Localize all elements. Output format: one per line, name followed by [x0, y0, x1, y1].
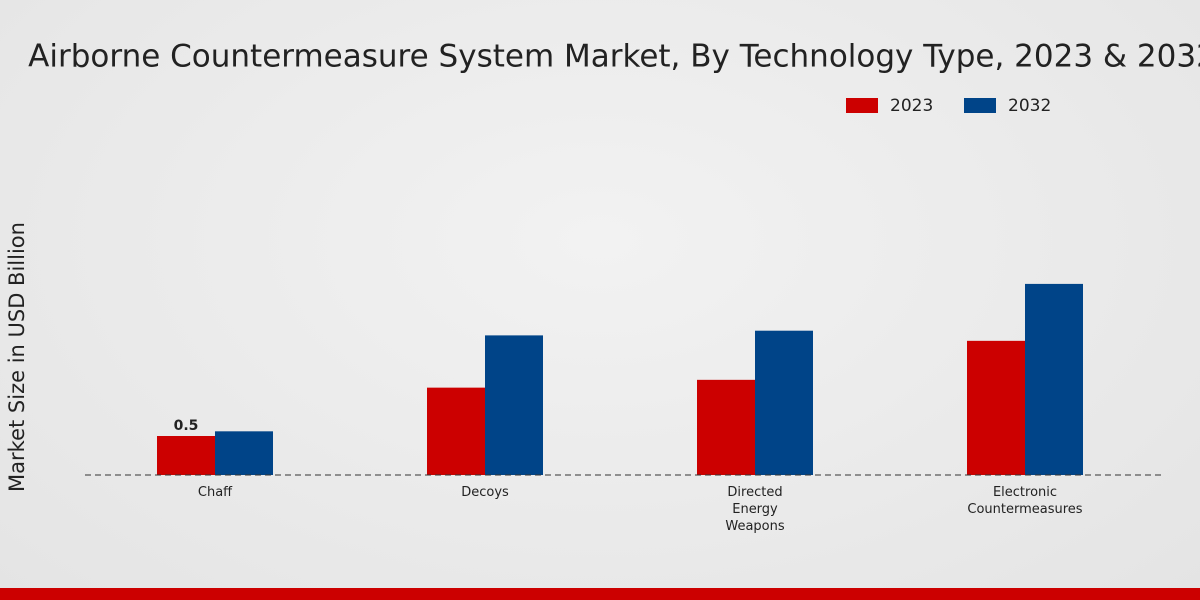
bar	[967, 340, 1025, 475]
x-tick-label: Decoys	[461, 485, 509, 500]
bar	[697, 379, 755, 475]
legend-swatch	[846, 98, 878, 113]
chart-title: Airborne Countermeasure System Market, B…	[28, 39, 1200, 75]
bar	[157, 436, 215, 475]
legend-label: 2023	[890, 96, 933, 116]
bar	[427, 387, 485, 475]
bar	[755, 330, 813, 475]
data-label: 0.5	[174, 418, 199, 434]
x-tick-label: Electronic Countermeasures	[967, 485, 1083, 517]
bar	[485, 335, 543, 475]
bar	[1025, 283, 1083, 475]
bar	[215, 431, 273, 475]
y-axis-label: Market Size in USD Billion	[5, 222, 29, 492]
x-tick-label: Chaff	[197, 485, 233, 500]
legend-label: 2032	[1008, 96, 1051, 116]
x-tick-label: Directed Energy Weapons	[725, 485, 785, 534]
footer-bar	[0, 588, 1200, 600]
legend-swatch	[964, 98, 996, 113]
